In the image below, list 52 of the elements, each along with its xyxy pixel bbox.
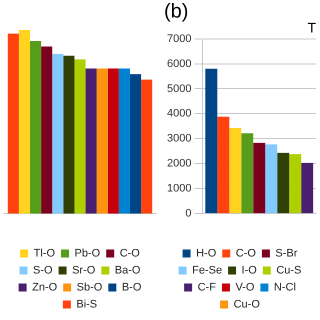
legend-label: Cu-S xyxy=(276,264,302,277)
legend-label: Pb-O xyxy=(74,248,101,260)
bar xyxy=(118,68,130,214)
legend-label: Sb-O xyxy=(76,282,103,294)
bar xyxy=(289,154,302,214)
legend-label: C-O xyxy=(120,248,140,260)
y-tick-label: 5000 xyxy=(166,82,192,95)
legend-label: Fe-Se xyxy=(192,264,222,277)
text: (b) xyxy=(164,0,188,23)
legend-label: V-O xyxy=(235,282,255,294)
bar xyxy=(63,56,74,214)
legend-label: Bi-S xyxy=(76,298,98,311)
legend-label: Ba-O xyxy=(114,264,141,277)
y-tick-label: 0 xyxy=(185,208,192,220)
legend-label: C-F xyxy=(198,282,216,294)
y-tick-label: 6000 xyxy=(166,58,192,70)
bar xyxy=(8,34,19,214)
y-tick-label: 2000 xyxy=(166,158,192,170)
y-tick-label: 7000 xyxy=(166,32,192,45)
bar xyxy=(229,128,242,214)
bar xyxy=(241,133,254,214)
legend-label: S-Br xyxy=(275,248,298,260)
bar xyxy=(277,152,290,214)
legend-label: I-O xyxy=(242,264,258,277)
legend-label: C-O xyxy=(236,248,256,260)
bar xyxy=(86,68,97,214)
legend-label: Sr-O xyxy=(72,264,96,277)
bar xyxy=(253,142,266,214)
legend-label: Cu-O xyxy=(234,298,260,311)
bar xyxy=(52,54,64,214)
y-tick-label: 4000 xyxy=(166,108,192,120)
chart-title: T xyxy=(307,19,316,36)
y-tick-label: 1000 xyxy=(166,182,192,195)
legend-label: N-Cl xyxy=(274,282,296,294)
legend-label: Zn-O xyxy=(32,282,58,294)
legend-label: B-O xyxy=(122,282,142,294)
bar xyxy=(41,46,52,214)
bar xyxy=(96,68,108,214)
bar xyxy=(217,116,230,214)
bar xyxy=(141,80,152,214)
bar xyxy=(18,30,30,214)
bar xyxy=(130,74,142,214)
bar xyxy=(108,68,119,214)
bar xyxy=(205,68,218,214)
legend-label: H-O xyxy=(196,248,217,260)
bar xyxy=(301,162,314,214)
legend-label: S-O xyxy=(33,264,54,277)
bar xyxy=(30,41,42,214)
bar xyxy=(265,144,278,214)
y-tick-label: 3000 xyxy=(166,132,192,145)
legend-label: Tl-O xyxy=(34,248,56,260)
bar xyxy=(74,59,86,214)
